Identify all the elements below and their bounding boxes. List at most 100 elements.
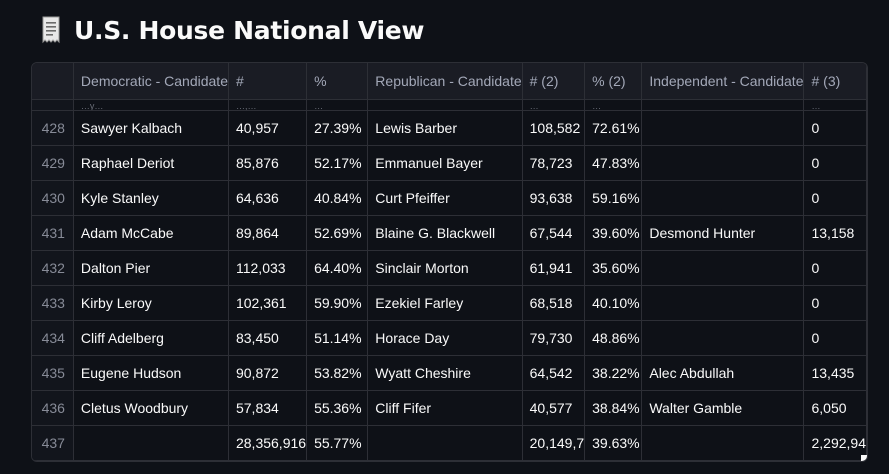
table-cell[interactable]: 48.86% — [584, 320, 643, 356]
table-cell[interactable]: 68,518 — [522, 285, 586, 321]
table-cell[interactable]: 39.63% — [584, 425, 643, 461]
row-index[interactable]: 430 — [32, 180, 74, 216]
table-cell[interactable]: 72.61% — [584, 110, 643, 146]
table-cell[interactable]: Adam McCabe — [73, 215, 229, 251]
table-cell[interactable]: … — [306, 99, 369, 111]
table-cell[interactable]: 90,872 — [228, 355, 308, 391]
table-cell[interactable]: 59.90% — [306, 285, 369, 321]
table-cell[interactable]: Curt Pfeiffer — [367, 180, 523, 216]
table-cell[interactable]: … — [584, 99, 643, 111]
row-index[interactable]: 434 — [32, 320, 74, 356]
table-cell[interactable]: 52.69% — [306, 215, 369, 251]
table-row[interactable]: 428 Sawyer Kalbach 40,957 27.39% Lewis Barbe… — [32, 110, 867, 146]
table-cell[interactable]: 51.14% — [306, 320, 369, 356]
table-cell[interactable]: … — [803, 99, 867, 111]
table-cell[interactable]: 2,292,94 — [803, 425, 867, 461]
table-cell[interactable]: 79,730 — [522, 320, 586, 356]
table-row[interactable]: 431 Adam McCabe 89,864 52.69% Blaine G. Blac… — [32, 215, 867, 251]
table-cell[interactable]: Alec Abdullah — [641, 355, 805, 391]
table-cell[interactable]: 57,834 — [228, 390, 308, 426]
table-cell[interactable]: 102,361 — [228, 285, 308, 321]
table-cell[interactable]: Kyle Stanley — [73, 180, 229, 216]
table-cell[interactable] — [641, 320, 805, 356]
table-cell[interactable]: Cliff Adelberg — [73, 320, 229, 356]
row-index[interactable]: 436 — [32, 390, 74, 426]
row-index[interactable]: 433 — [32, 285, 74, 321]
row-index[interactable]: 431 — [32, 215, 74, 251]
table-row[interactable]: 436 Cletus Woodbury 57,834 55.36% Cliff Fife… — [32, 390, 867, 426]
table-cell[interactable]: Lewis Barber — [367, 110, 523, 146]
table-cell[interactable]: Raphael Deriot — [73, 145, 229, 181]
table-cell[interactable]: 64.40% — [306, 250, 369, 286]
table-row[interactable]: 433 Kirby Leroy 102,361 59.90% Ezekiel Farle… — [32, 285, 867, 321]
table-cell[interactable]: 0 — [803, 250, 867, 286]
table-cell[interactable]: …,… — [228, 99, 308, 111]
row-index[interactable]: 429 — [32, 145, 74, 181]
table-cell[interactable] — [32, 99, 74, 111]
column-header-dem-candidate[interactable]: Democratic - Candidate — [73, 63, 229, 100]
table-cell[interactable]: 61,941 — [522, 250, 586, 286]
table-row[interactable]: 434 Cliff Adelberg 83,450 51.14% Horace Day 7… — [32, 320, 867, 356]
column-header-ind-votes[interactable]: # (3) — [803, 63, 867, 100]
table-cell[interactable]: 55.36% — [306, 390, 369, 426]
table-cell[interactable]: 47.83% — [584, 145, 643, 181]
column-header-index[interactable] — [32, 63, 74, 100]
data-grid[interactable]: Democratic - Candidate # % Republican - … — [31, 62, 868, 462]
column-header-rep-pct[interactable]: % (2) — [584, 63, 643, 100]
table-cell[interactable]: Blaine G. Blackwell — [367, 215, 523, 251]
table-cell[interactable]: Desmond Hunter — [641, 215, 805, 251]
table-cell[interactable]: 83,450 — [228, 320, 308, 356]
table-cell[interactable]: 39.60% — [584, 215, 643, 251]
table-cell[interactable]: Emmanuel Bayer — [367, 145, 523, 181]
row-index[interactable]: 437 — [32, 425, 74, 461]
table-cell[interactable]: 78,723 — [522, 145, 586, 181]
table-cell[interactable]: 67,544 — [522, 215, 586, 251]
table-cell[interactable]: 112,033 — [228, 250, 308, 286]
table-cell[interactable]: 64,636 — [228, 180, 308, 216]
table-cell[interactable] — [641, 285, 805, 321]
resize-handle[interactable] — [861, 455, 867, 461]
table-cell[interactable]: 13,435 — [803, 355, 867, 391]
table-cell[interactable]: 40,957 — [228, 110, 308, 146]
table-cell[interactable]: Horace Day — [367, 320, 523, 356]
column-header-dem-votes[interactable]: # — [228, 63, 308, 100]
table-cell[interactable]: Sawyer Kalbach — [73, 110, 229, 146]
table-cell[interactable]: 38.84% — [584, 390, 643, 426]
table-cell[interactable]: 20,149,7 — [522, 425, 586, 461]
table-cell[interactable]: Wyatt Cheshire — [367, 355, 523, 391]
table-cell[interactable] — [641, 180, 805, 216]
table-cell[interactable]: 0 — [803, 285, 867, 321]
table-cell[interactable]: 27.39% — [306, 110, 369, 146]
table-cell[interactable]: Cliff Fifer — [367, 390, 523, 426]
table-cell[interactable]: … — [522, 99, 586, 111]
table-cell[interactable]: 0 — [803, 320, 867, 356]
column-header-rep-candidate[interactable]: Republican - Candidate — [367, 63, 523, 100]
table-cell[interactable] — [641, 99, 805, 111]
table-row[interactable]: 437 28,356,916 55.77% 20,149,7 39.63% 2,292,9… — [32, 425, 867, 461]
table-cell[interactable]: 40.10% — [584, 285, 643, 321]
table-row[interactable]: 432 Dalton Pier 112,033 64.40% Sinclair Mort… — [32, 250, 867, 286]
table-cell[interactable] — [641, 145, 805, 181]
table-cell[interactable]: Eugene Hudson — [73, 355, 229, 391]
table-row[interactable]: 430 Kyle Stanley 64,636 40.84% Curt Pfeiffer… — [32, 180, 867, 216]
table-cell[interactable]: 55.77% — [306, 425, 369, 461]
table-cell[interactable]: 13,158 — [803, 215, 867, 251]
column-header-ind-candidate[interactable]: Independent - Candidate — [641, 63, 805, 100]
table-cell[interactable]: 0 — [803, 110, 867, 146]
table-cell[interactable]: 52.17% — [306, 145, 369, 181]
table-cell[interactable] — [641, 425, 805, 461]
table-row[interactable]: 435 Eugene Hudson 90,872 53.82% Wyatt Cheshi… — [32, 355, 867, 391]
table-cell[interactable]: …y… — [73, 99, 229, 111]
table-cell[interactable] — [73, 425, 229, 461]
table-cell[interactable] — [641, 250, 805, 286]
table-cell[interactable]: 28,356,916 — [228, 425, 308, 461]
table-cell[interactable]: 40,577 — [522, 390, 586, 426]
table-cell[interactable]: 89,864 — [228, 215, 308, 251]
column-header-dem-pct[interactable]: % — [306, 63, 369, 100]
table-cell[interactable]: 108,582 — [522, 110, 586, 146]
table-cell[interactable]: 64,542 — [522, 355, 586, 391]
table-cell[interactable]: Ezekiel Farley — [367, 285, 523, 321]
row-index[interactable]: 432 — [32, 250, 74, 286]
table-cell[interactable]: 93,638 — [522, 180, 586, 216]
table-cell[interactable] — [367, 425, 523, 461]
